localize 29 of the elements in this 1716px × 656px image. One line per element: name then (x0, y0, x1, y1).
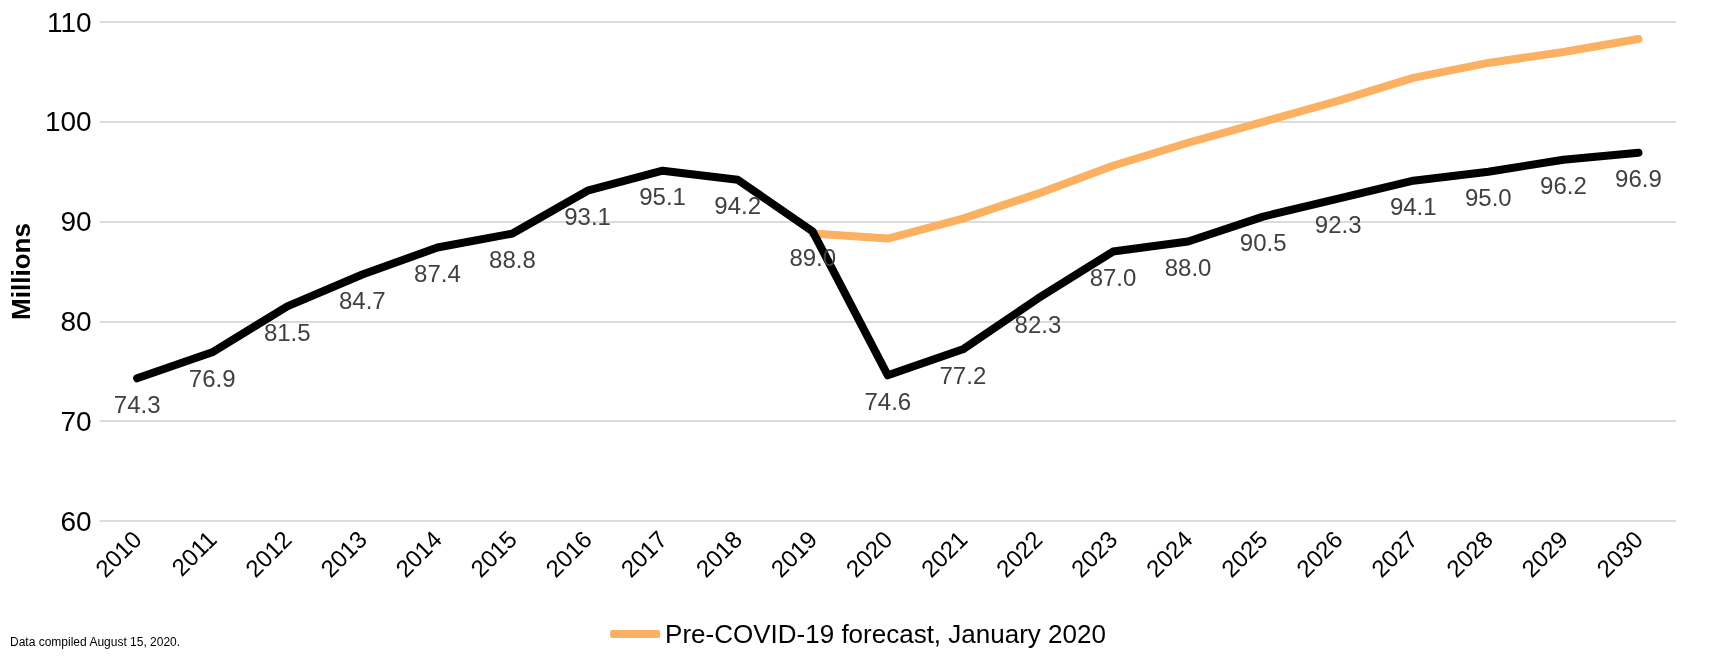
y-tick-label: 110 (46, 6, 92, 38)
legend-label: Pre-COVID-19 forecast, January 2020 (665, 619, 1106, 649)
data-label: 76.9 (188, 364, 236, 392)
data-label: 95.1 (639, 183, 686, 211)
data-label: 92.3 (1314, 211, 1362, 239)
data-label: 77.2 (939, 361, 987, 389)
data-label: 88.8 (489, 246, 536, 274)
y-tick-label: 70 (60, 405, 92, 437)
text: Data compiled August 15, 2020. (10, 635, 181, 649)
data-label: 74.3 (113, 390, 161, 418)
data-label: 84.7 (338, 286, 386, 314)
data-label: 94.2 (714, 192, 762, 220)
y-tick-label: 100 (44, 106, 92, 138)
y-tick-label: 60 (60, 505, 92, 537)
data-label: 82.3 (1014, 310, 1062, 338)
data-label: 87.4 (414, 260, 461, 288)
data-label: 96.9 (1615, 165, 1662, 193)
data-label: 94.1 (1389, 193, 1437, 221)
data-label: 96.2 (1540, 172, 1587, 200)
data-label: 81.5 (263, 318, 311, 346)
data-label: 88.0 (1164, 254, 1212, 282)
data-label: 87.0 (1089, 264, 1137, 292)
data-label: 74.6 (864, 387, 912, 415)
y-axis-title: Millions (6, 223, 36, 320)
data-label: 95.0 (1464, 184, 1512, 212)
y-tick-label: 80 (60, 305, 92, 337)
y-tick-label: 90 (60, 206, 92, 238)
data-label: 90.5 (1239, 229, 1287, 257)
data-label: 93.1 (564, 203, 611, 231)
